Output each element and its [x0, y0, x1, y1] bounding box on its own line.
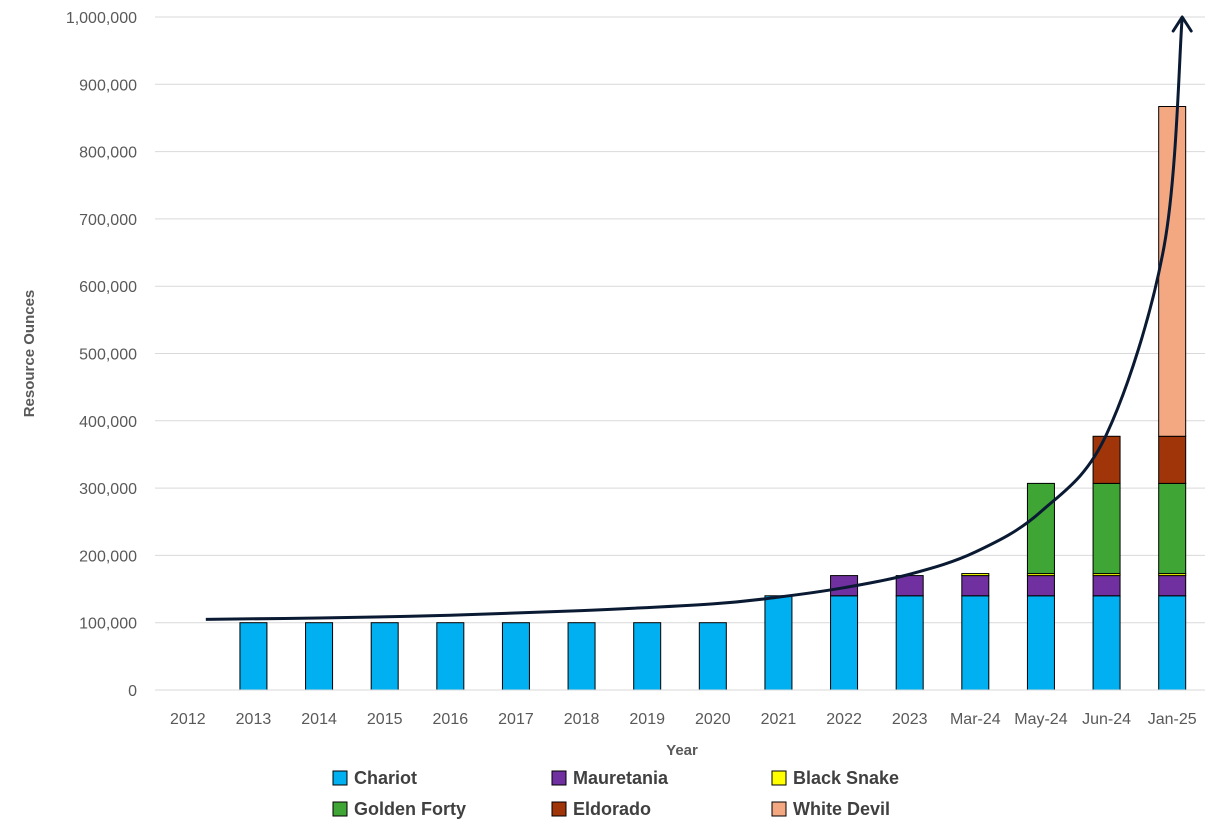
x-tick-label: 2018 [564, 711, 600, 728]
trend-curve [205, 16, 1184, 621]
x-tick-label: May-24 [1014, 711, 1067, 728]
bar-segment-black-snake [961, 573, 990, 577]
bar-segment-chariot [1158, 595, 1187, 691]
bars [239, 106, 1187, 691]
legend-swatch [551, 801, 567, 817]
legend-swatch [771, 770, 787, 786]
y-tick-label: 500,000 [79, 347, 137, 364]
x-tick-label: 2019 [629, 711, 665, 728]
y-tick-label: 600,000 [79, 279, 137, 296]
legend-swatch [551, 770, 567, 786]
bar-segment-chariot [698, 622, 727, 691]
x-tick-label: 2016 [433, 711, 469, 728]
legend-swatch [771, 801, 787, 817]
bar-segment-mauretania [895, 575, 924, 597]
y-tick-label: 1,000,000 [66, 10, 137, 27]
x-tick-label: 2022 [826, 711, 862, 728]
bar-segment-chariot [239, 622, 268, 691]
bar-segment-golden-forty [1092, 482, 1121, 575]
x-tick-label: 2021 [761, 711, 797, 728]
bar-segment-mauretania [1026, 575, 1055, 597]
bar-segment-chariot [961, 595, 990, 691]
bar-segment-chariot [830, 595, 859, 691]
x-tick-label: 2020 [695, 711, 731, 728]
gridlines [155, 16, 1205, 624]
x-tick-label: 2023 [892, 711, 928, 728]
x-tick-label: 2013 [236, 711, 272, 728]
y-tick-label: 400,000 [79, 414, 137, 431]
x-tick-label: 2012 [170, 711, 206, 728]
legend-swatch [332, 801, 348, 817]
bar-segment-mauretania [1158, 575, 1187, 597]
bar-segment-chariot [764, 595, 793, 691]
bar-segment-eldorado [1158, 435, 1187, 484]
bar-segment-golden-forty [1158, 482, 1187, 575]
legend-label: Mauretania [573, 768, 669, 788]
x-axis-title: Year [666, 742, 698, 759]
bar-segment-mauretania [961, 575, 990, 597]
y-tick-label: 0 [128, 683, 137, 700]
y-tick-label: 800,000 [79, 145, 137, 162]
x-tick-label: 2015 [367, 711, 403, 728]
y-tick-label: 300,000 [79, 481, 137, 498]
y-axis-title: Resource Ounces [21, 290, 38, 418]
legend-label: Golden Forty [354, 799, 466, 819]
bar-segment-chariot [633, 622, 662, 691]
legend-swatch [332, 770, 348, 786]
x-tick-label: 2017 [498, 711, 534, 728]
bar-segment-chariot [370, 622, 399, 691]
trend-arrow [205, 15, 1193, 621]
legend: Chariot Mauretania Black Snake Golden Forty… [332, 768, 899, 819]
y-tick-label: 700,000 [79, 212, 137, 229]
bar-segment-chariot [436, 622, 465, 691]
x-tick-label: Jan-25 [1148, 711, 1197, 728]
y-axis-ticks: 0 100,000 200,000 300,000 400,000 500,000 600,… [66, 10, 137, 700]
x-axis-ticks: 2012 2013 2014 2015 2016 2017 2018 2019 2020 2021… [170, 711, 1197, 728]
bar-segment-chariot [895, 595, 924, 691]
x-tick-label: Jun-24 [1082, 711, 1131, 728]
legend-label: Black Snake [793, 768, 899, 788]
x-tick-label: Mar-24 [950, 711, 1001, 728]
legend-label: White Devil [793, 799, 890, 819]
y-tick-label: 100,000 [79, 616, 137, 633]
y-tick-label: 200,000 [79, 548, 137, 565]
y-tick-label: 900,000 [79, 77, 137, 94]
bar-segment-chariot [1026, 595, 1055, 691]
bar-segment-golden-forty [1026, 482, 1055, 575]
bar-segment-mauretania [1092, 575, 1121, 597]
x-tick-label: 2014 [301, 711, 337, 728]
arrow-head-icon [1171, 15, 1193, 33]
bar-segment-chariot [501, 622, 530, 691]
bar-segment-chariot [305, 622, 334, 691]
bar-segment-white-devil [1158, 106, 1187, 437]
legend-label: Eldorado [573, 799, 651, 819]
bar-segment-chariot [567, 622, 596, 691]
bar-segment-chariot [1092, 595, 1121, 691]
legend-label: Chariot [354, 768, 417, 788]
bar-segment-eldorado [1092, 435, 1121, 484]
